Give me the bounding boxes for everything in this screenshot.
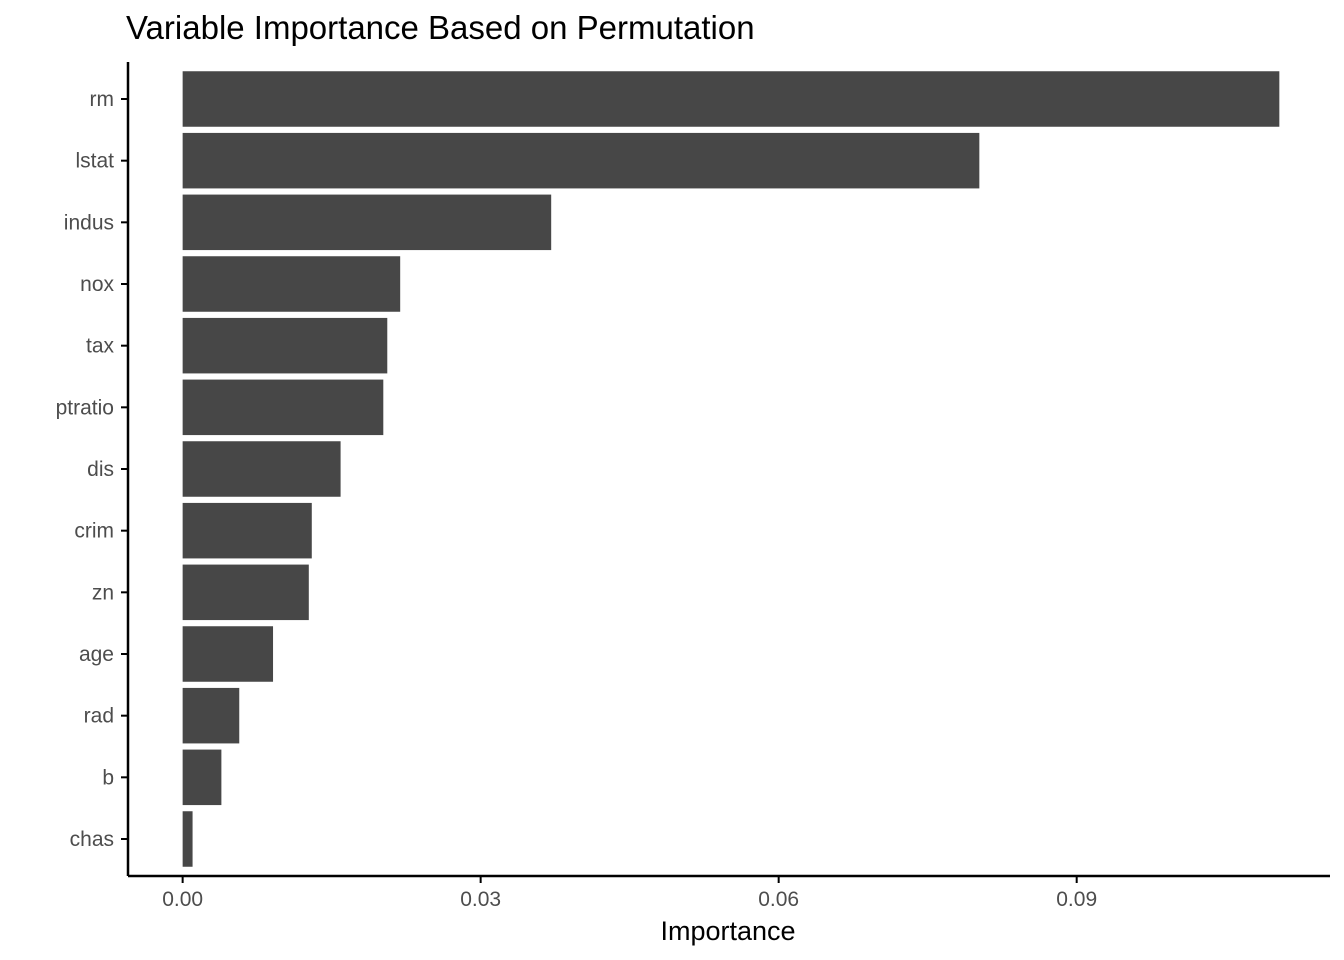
y-tick-label: nox <box>80 273 114 296</box>
bar-tax <box>182 317 388 374</box>
x-tick-label: 0.09 <box>1056 888 1097 911</box>
bar-chas <box>182 811 193 867</box>
bar-b <box>182 749 222 806</box>
bar-rad <box>182 687 240 744</box>
bar-indus <box>182 194 552 251</box>
y-tick-label: rad <box>84 705 114 728</box>
bar-ptratio <box>182 379 384 436</box>
bar-dis <box>182 441 341 497</box>
x-tick-label: 0.03 <box>460 888 501 911</box>
y-tick-label: rm <box>90 88 115 111</box>
chart-title: Variable Importance Based on Permutation <box>126 9 755 46</box>
x-ticks-layer: 0.00 0.03 0.06 0.09 <box>162 876 1097 911</box>
x-tick-label: 0.06 <box>758 888 799 911</box>
y-tick-label: age <box>79 643 114 666</box>
y-tick-label: dis <box>87 458 114 481</box>
y-tick-label: chas <box>70 828 114 851</box>
bar-age <box>182 626 274 682</box>
x-tick-label: 0.00 <box>162 888 203 911</box>
y-tick-label: lstat <box>75 150 114 173</box>
y-ticks-layer: rm lstat indus nox tax ptratio dis crim zn age rad… <box>56 88 128 851</box>
bar-rm <box>182 71 1280 127</box>
bars-layer <box>182 71 1280 867</box>
y-tick-label: indus <box>64 211 114 234</box>
bar-nox <box>182 256 401 312</box>
y-tick-label: b <box>102 766 114 789</box>
x-axis-title: Importance <box>660 916 795 946</box>
bar-zn <box>182 564 309 621</box>
y-tick-label: zn <box>92 581 114 604</box>
y-tick-label: crim <box>74 520 114 543</box>
bar-crim <box>182 502 312 559</box>
y-tick-label: ptratio <box>56 396 114 419</box>
bar-lstat <box>182 132 980 189</box>
y-tick-label: tax <box>86 335 115 358</box>
